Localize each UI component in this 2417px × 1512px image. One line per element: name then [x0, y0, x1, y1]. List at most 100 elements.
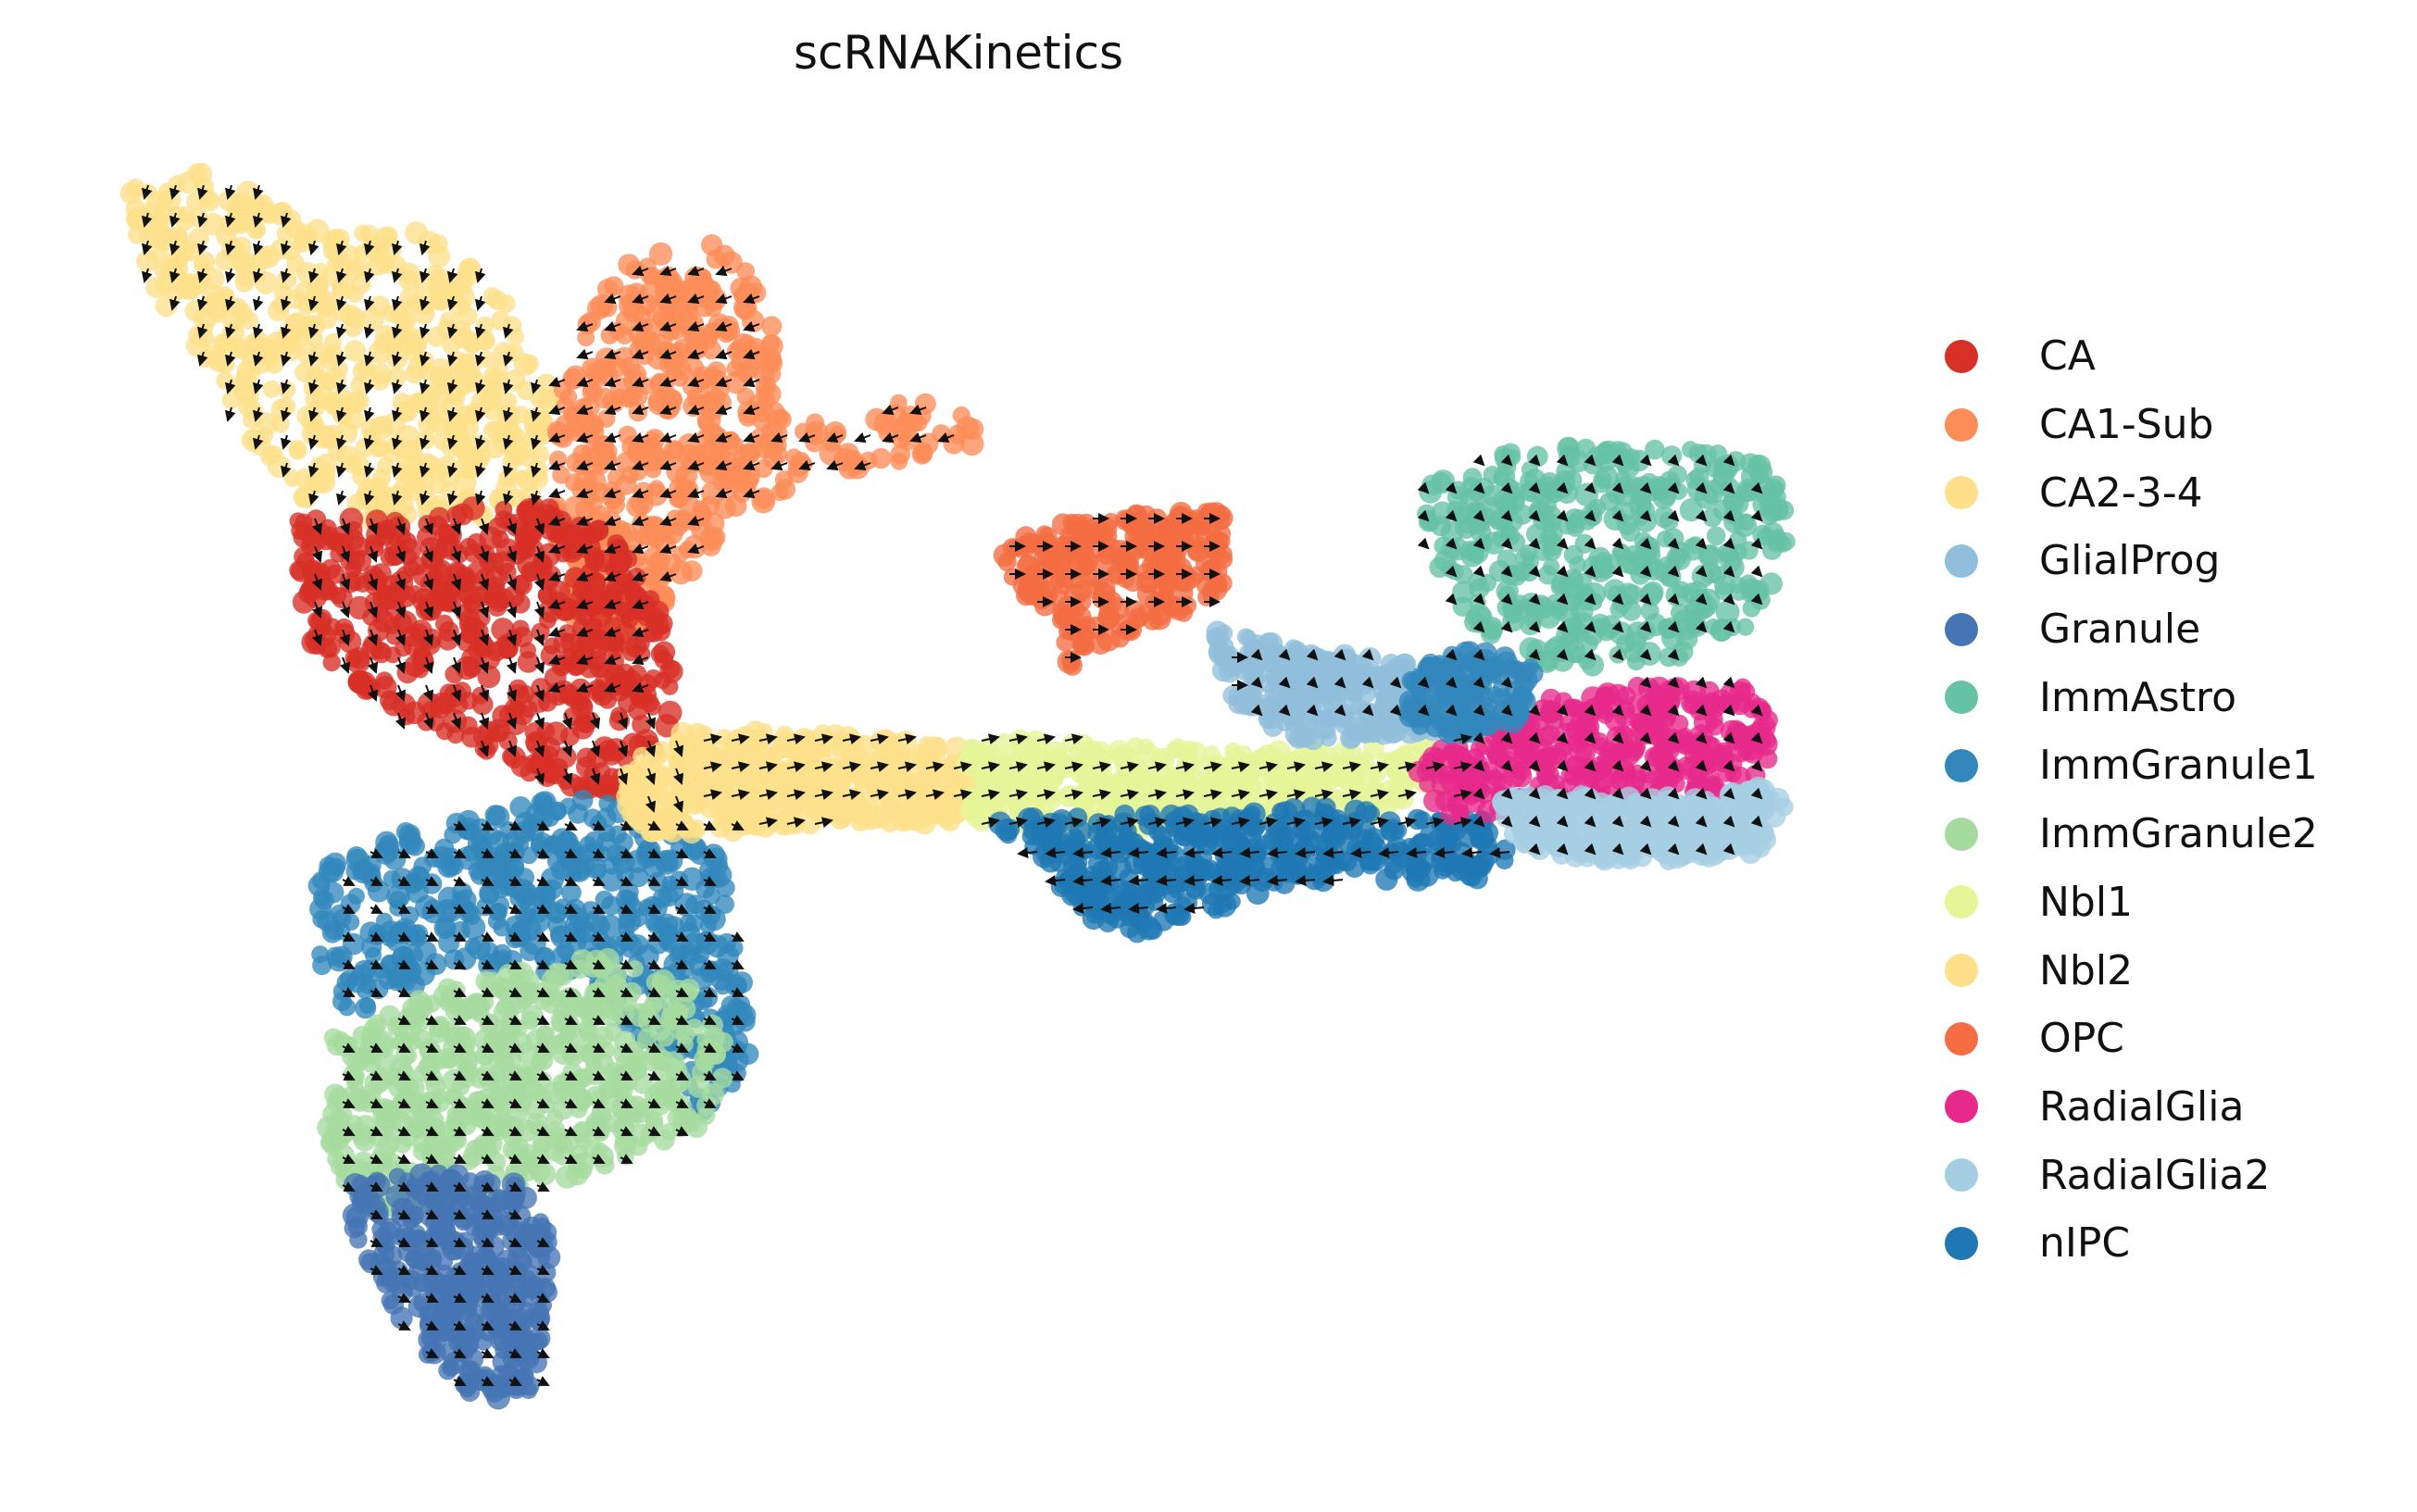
- scatter-point: [426, 326, 447, 347]
- scatter-point: [343, 913, 360, 931]
- scatter-point: [1198, 882, 1221, 906]
- scatter-point: [563, 688, 583, 708]
- scatter-point: [1380, 820, 1399, 841]
- scatter-point: [1279, 686, 1297, 706]
- scatter-point: [1118, 760, 1138, 781]
- scatter-point: [364, 873, 383, 893]
- scatter-point: [436, 1180, 459, 1204]
- scatter-point: [1146, 557, 1171, 582]
- scatter-point: [559, 987, 582, 1011]
- scatter-point: [1243, 856, 1266, 880]
- scatter-point: [1051, 603, 1070, 620]
- scatter-point: [340, 969, 359, 989]
- scatter-point: [1003, 568, 1021, 586]
- scatter-point: [1172, 781, 1195, 802]
- scatter-point: [651, 612, 673, 635]
- scatter-point: [347, 887, 365, 906]
- scatter-point: [497, 392, 518, 411]
- scatter-point: [357, 479, 382, 503]
- scatter-point: [1306, 656, 1324, 676]
- scatter-point: [562, 368, 584, 391]
- scatter-point: [363, 1018, 384, 1039]
- scatter-point: [464, 1185, 487, 1208]
- scatter-point: [376, 1273, 396, 1293]
- scatter-point: [442, 336, 461, 355]
- scatter-point: [383, 617, 401, 635]
- scatter-point: [382, 869, 401, 888]
- scatter-point: [388, 1168, 407, 1186]
- scatter-point: [583, 982, 607, 1006]
- scatter-point: [482, 287, 502, 306]
- scatter-point: [622, 300, 645, 323]
- scatter-point: [328, 395, 350, 418]
- scatter-point: [696, 444, 719, 466]
- scatter-point: [618, 425, 637, 444]
- scatter-point: [507, 1333, 525, 1351]
- scatter-point: [319, 428, 336, 445]
- scatter-point: [1193, 517, 1212, 536]
- scatter-point: [773, 410, 792, 429]
- scatter-point: [555, 545, 572, 563]
- scatter-point: [686, 775, 708, 796]
- scatter-point: [1314, 692, 1332, 709]
- scatter-point: [364, 534, 384, 554]
- scatter-point: [369, 370, 390, 391]
- scatter-point: [296, 552, 315, 570]
- scatter-point: [1081, 740, 1105, 764]
- scatter-point: [361, 855, 382, 875]
- scatter-point: [666, 460, 690, 484]
- scatter-point: [510, 1138, 530, 1156]
- scatter-point: [1052, 756, 1071, 775]
- scatter-point: [516, 1346, 540, 1370]
- scatter-point: [396, 662, 419, 684]
- scatter-point: [477, 1235, 495, 1253]
- scatter-point: [1216, 647, 1240, 671]
- scatter-point: [402, 1210, 420, 1229]
- scatter-point: [1384, 859, 1405, 881]
- scatter-point: [638, 674, 657, 694]
- scatter-point: [401, 1006, 425, 1031]
- scatter-point: [751, 489, 776, 514]
- scatter-point: [265, 356, 284, 374]
- scatter-point: [713, 496, 737, 519]
- scatter-point: [1396, 744, 1415, 762]
- scatter-point: [1145, 882, 1167, 904]
- scatter-point: [645, 1111, 664, 1130]
- scatter-point: [430, 693, 453, 715]
- scatter-point: [575, 1162, 593, 1180]
- scatter-point: [544, 835, 561, 853]
- scatter-point: [603, 1061, 621, 1080]
- scatter-point: [597, 279, 619, 300]
- scatter-point: [754, 459, 773, 479]
- scatter-point: [961, 418, 984, 441]
- scatter-point: [582, 469, 607, 494]
- scatter-point: [532, 1230, 551, 1248]
- scatter-point: [358, 1249, 380, 1270]
- scatter-point: [403, 633, 426, 657]
- scatter-point: [366, 1173, 391, 1198]
- scatter-point: [704, 526, 726, 548]
- scatter-point: [1168, 596, 1186, 616]
- scatter-point: [333, 1106, 353, 1124]
- scatter-point: [334, 618, 354, 638]
- scatter-point: [1340, 692, 1364, 716]
- scatter-point: [325, 564, 345, 584]
- scatter-point: [1377, 686, 1396, 705]
- scatter-point: [387, 367, 407, 387]
- scatter-point: [485, 1070, 507, 1092]
- scatter-point: [371, 1219, 390, 1239]
- scatter-point: [671, 369, 689, 387]
- scatter-point: [1197, 587, 1217, 606]
- scatter-point: [506, 1176, 524, 1195]
- scatter-point: [378, 1100, 401, 1123]
- scatter-point: [770, 483, 789, 502]
- scatter-point: [611, 567, 633, 588]
- scatter-point: [498, 638, 519, 659]
- scatter-point: [319, 581, 339, 601]
- scatter-point: [457, 306, 478, 327]
- scatter-point: [1036, 845, 1056, 864]
- scatter-point: [1168, 738, 1188, 758]
- scatter-point: [663, 802, 681, 819]
- scatter-point: [676, 480, 697, 500]
- scatter-point: [761, 316, 783, 337]
